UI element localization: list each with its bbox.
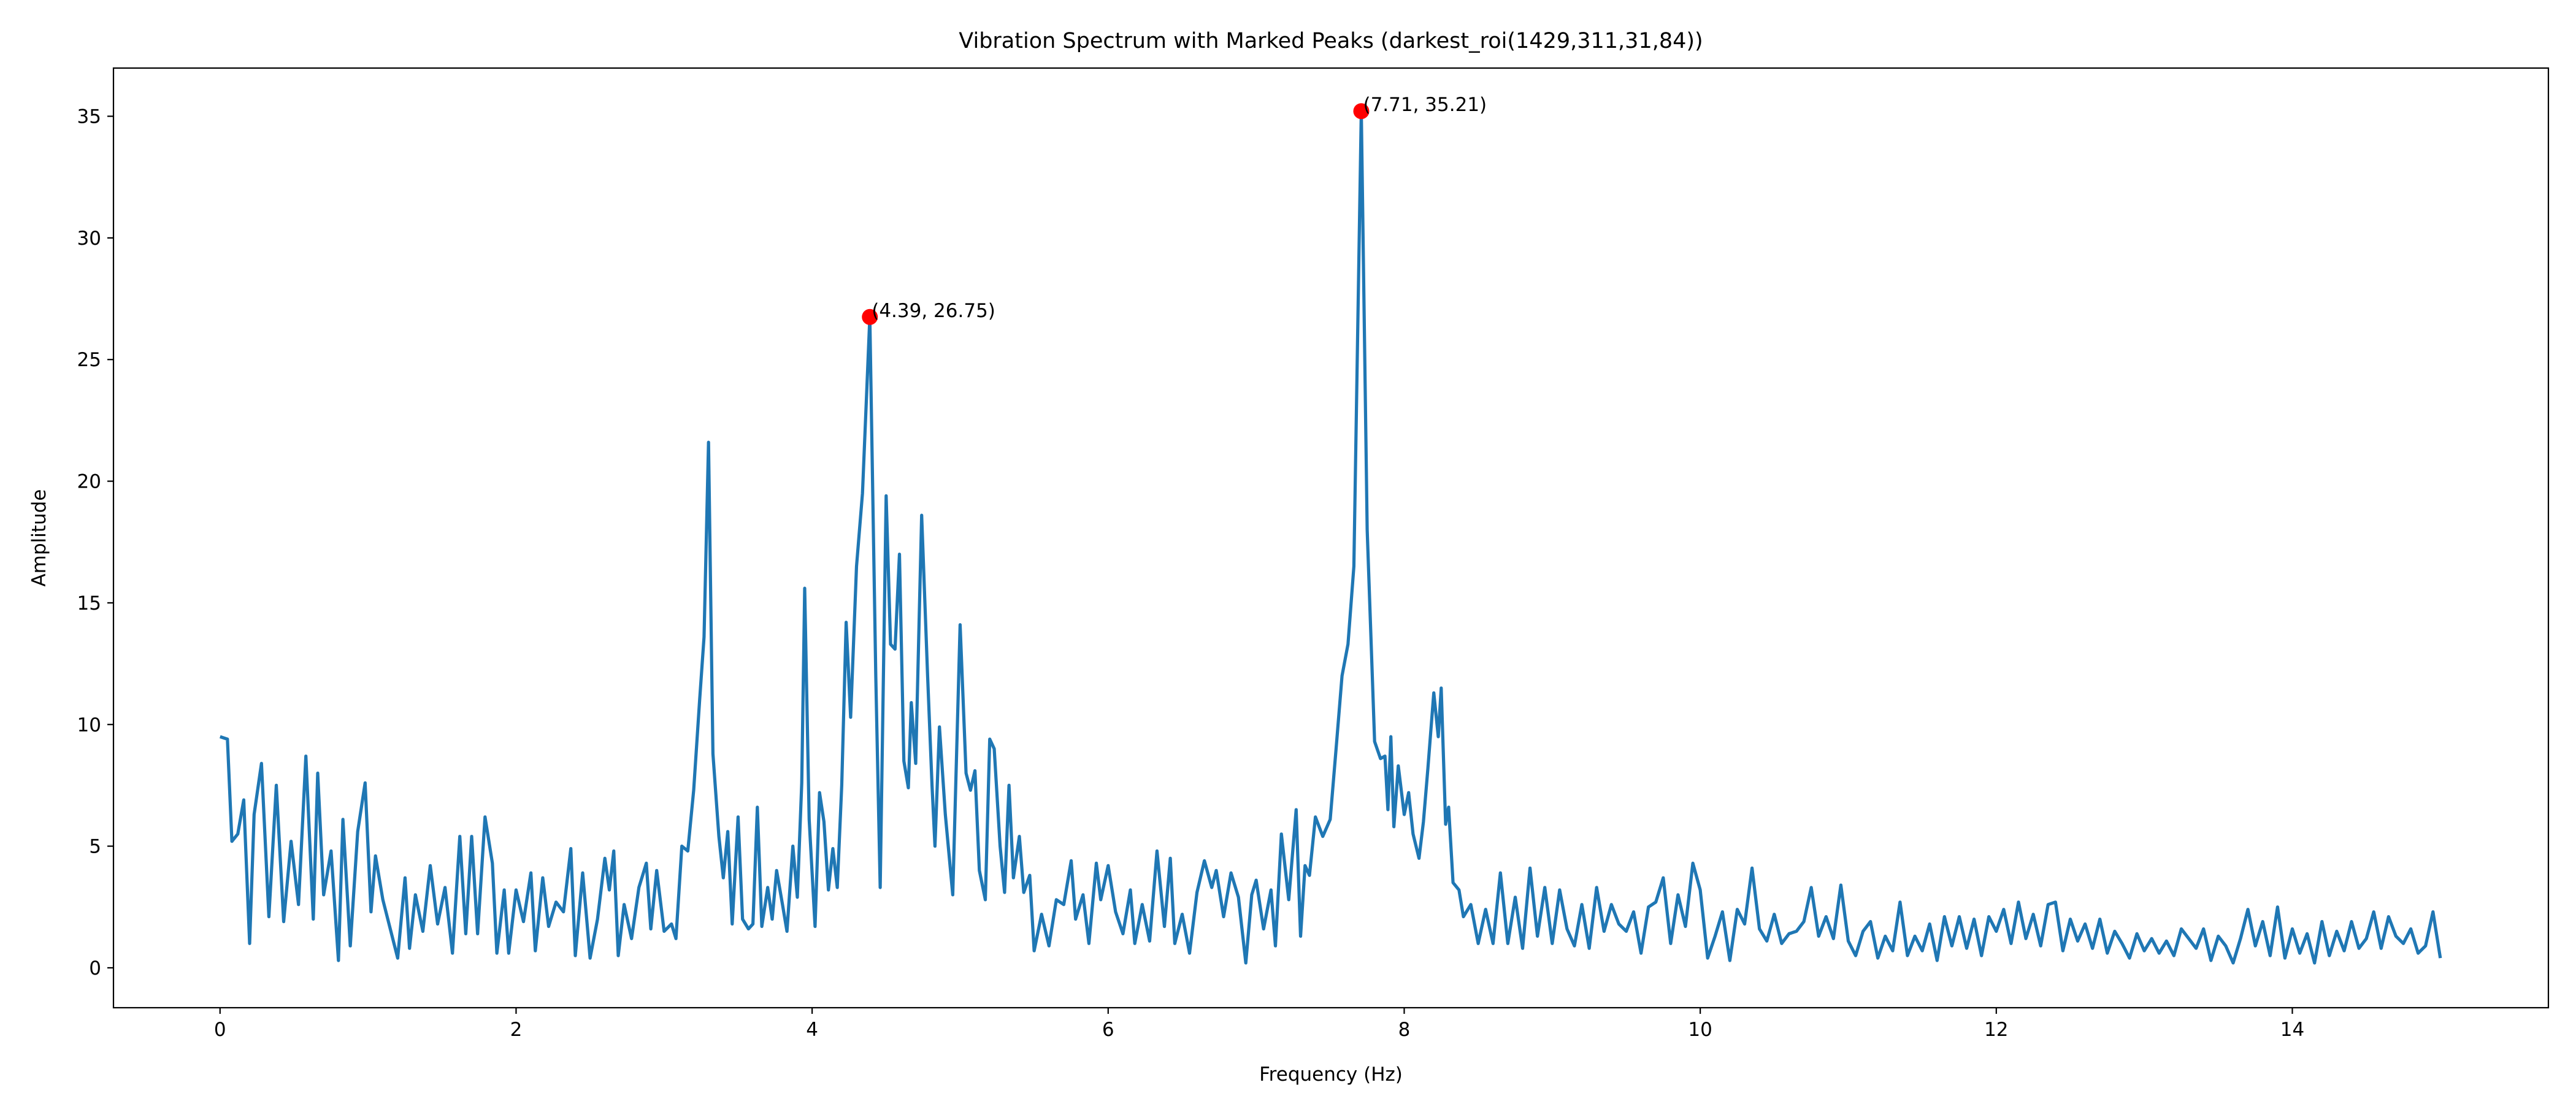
peak-label: (4.39, 26.75)	[872, 300, 995, 322]
x-tick-label: 12	[1984, 1019, 2008, 1041]
y-tick-label: 15	[77, 592, 101, 615]
x-axis-label: Frequency (Hz)	[1259, 1064, 1403, 1086]
line-series	[219, 109, 2442, 965]
y-tick-label: 10	[77, 714, 101, 736]
y-tick-label: 20	[77, 471, 101, 493]
y-tick-label: 0	[89, 957, 101, 979]
y-tick-label: 35	[77, 106, 101, 128]
y-axis-label: Amplitude	[28, 489, 50, 587]
y-tick-label: 25	[77, 349, 101, 371]
x-tick-label: 0	[214, 1019, 226, 1041]
peak-marker	[862, 309, 878, 325]
y-tick-label: 30	[77, 228, 101, 250]
x-tick-label: 2	[510, 1019, 523, 1041]
x-tick-label: 10	[1688, 1019, 1712, 1041]
x-tick-label: 14	[2280, 1019, 2304, 1041]
chart-title: Vibration Spectrum with Marked Peaks (da…	[959, 29, 1703, 53]
peak-label: (7.71, 35.21)	[1363, 94, 1487, 116]
x-tick-label: 6	[1102, 1019, 1114, 1041]
plot-frame	[112, 67, 2550, 1009]
x-tick-label: 4	[806, 1019, 818, 1041]
y-tick-label: 5	[89, 836, 101, 858]
x-tick-label: 8	[1398, 1019, 1411, 1041]
peak-marker	[1353, 103, 1370, 120]
